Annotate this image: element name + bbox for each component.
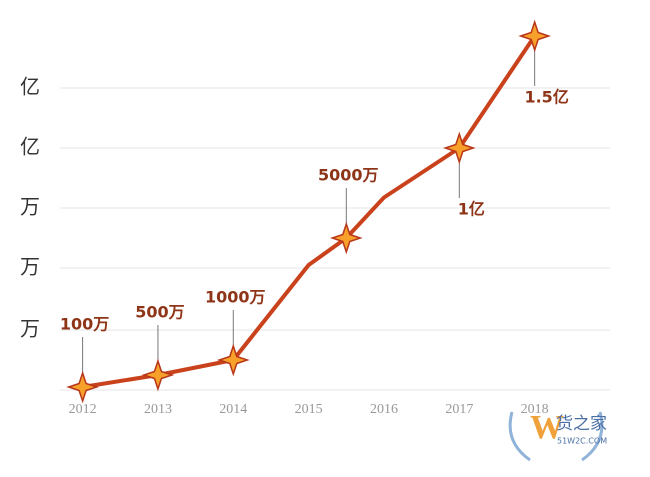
marker xyxy=(216,343,250,377)
data-label: 1.5亿 xyxy=(524,88,568,107)
x-tick-label: 2013 xyxy=(144,402,172,417)
marker xyxy=(518,19,552,53)
marker xyxy=(66,370,99,404)
watermark: W 货之家 51W2C.COM xyxy=(508,409,607,462)
x-tick-label: 2015 xyxy=(295,402,323,417)
watermark-brand: 货之家 xyxy=(556,414,607,434)
x-tick-label: 2018 xyxy=(521,402,549,417)
x-tick-label: 2014 xyxy=(219,402,247,417)
x-tick-label: 2016 xyxy=(370,402,398,417)
data-label: 500万 xyxy=(135,303,184,322)
marker xyxy=(442,131,476,165)
marker xyxy=(141,358,175,392)
marker xyxy=(329,221,363,255)
data-label: 1000万 xyxy=(205,288,266,307)
data-label: 5000万 xyxy=(318,166,379,185)
data-label: 100万 xyxy=(60,315,109,334)
watermark-logo: W xyxy=(530,409,564,446)
x-tick-label: 2017 xyxy=(445,402,473,417)
y-tick-label: 万 xyxy=(20,317,40,341)
y-tick-label: 亿 xyxy=(20,135,40,159)
line xyxy=(82,34,537,389)
x-tick-label: 2012 xyxy=(69,402,97,417)
data-label: 1亿 xyxy=(458,200,485,219)
y-tick-label: 万 xyxy=(20,255,40,279)
y-tick-label: 万 xyxy=(20,195,40,219)
laurel xyxy=(508,411,604,462)
watermark-site: 51W2C.COM xyxy=(557,437,607,446)
y-tick-label: 亿 xyxy=(20,75,40,99)
